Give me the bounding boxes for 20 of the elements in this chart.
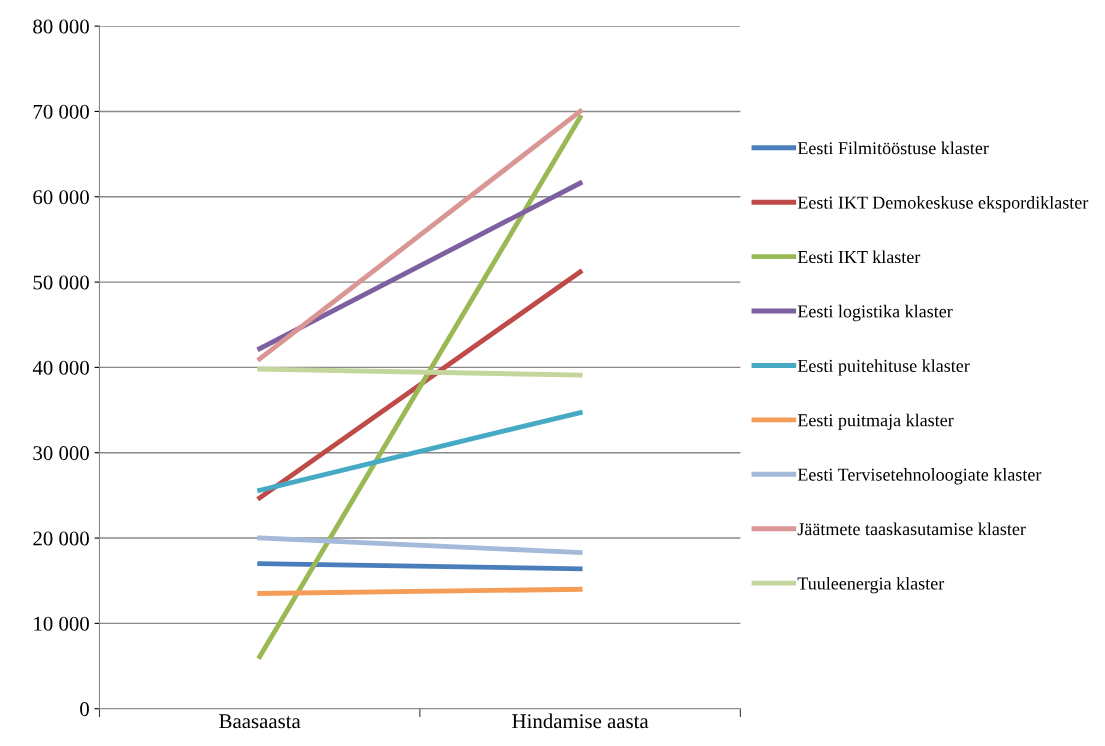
- y-tick-label: 0: [80, 702, 89, 717]
- legend-label: Eesti IKT Demokeskuse ekspordiklaster: [797, 195, 1089, 213]
- legend-label: Eesti Filmitööstuse klaster: [797, 141, 989, 155]
- legend-label: Eesti Tervisetehnoloogiate klaster: [797, 468, 1042, 485]
- x-tick-label: Baasaasta: [219, 714, 301, 729]
- x-tick-label: Hindamise aasta: [512, 713, 649, 729]
- y-tick-label: 40 000: [32, 360, 89, 375]
- legend-label: Eesti IKT klaster: [797, 250, 921, 264]
- y-tick-label: 80 000: [33, 19, 89, 34]
- y-tick-label: 50 000: [33, 275, 89, 290]
- y-tick-label: 10 000: [34, 616, 89, 631]
- legend-label: Eesti logistika klaster: [797, 304, 953, 322]
- legend-label: Eesti puitmaja klaster: [797, 413, 954, 431]
- y-tick-label: 30 000: [33, 446, 89, 461]
- legend-label: Jäätmete taaskasutamise klaster: [797, 522, 1026, 536]
- y-tick-label: 60 000: [33, 190, 89, 205]
- y-tick-label: 70 000: [33, 104, 89, 119]
- legend-label: Eesti puitehituse klaster: [797, 359, 970, 376]
- y-tick-label: 20 000: [33, 531, 89, 546]
- legend-label: Tuuleenergia klaster: [797, 576, 945, 594]
